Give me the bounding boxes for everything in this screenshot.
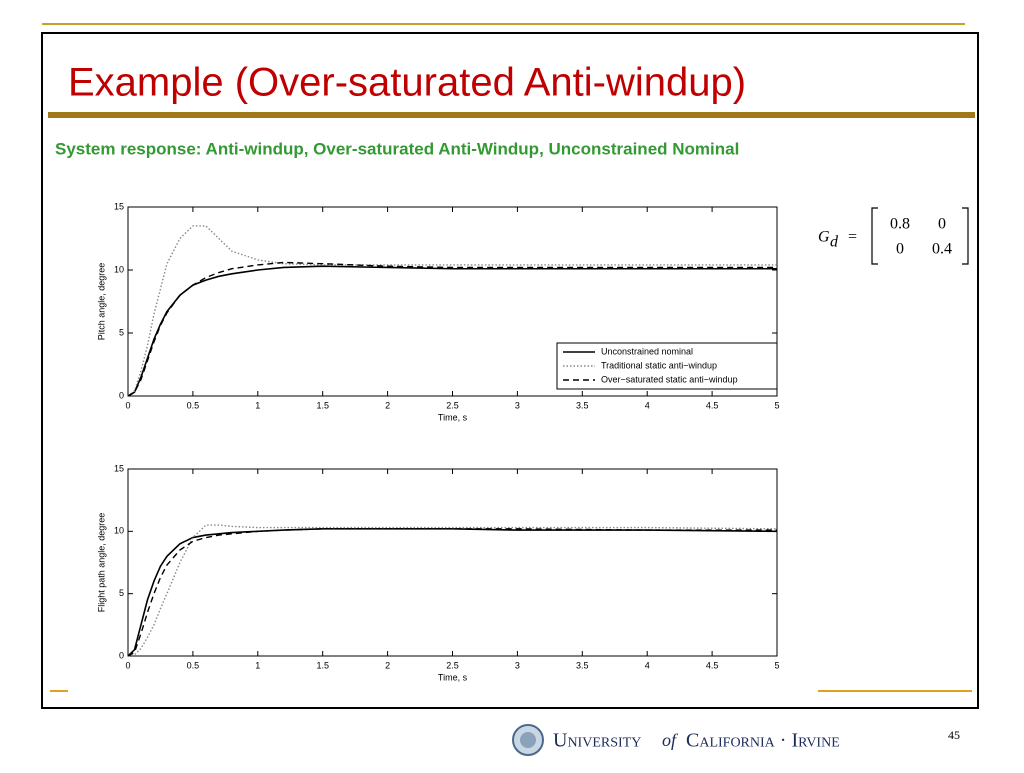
- x-tick-label: 1.5: [316, 400, 329, 410]
- x-tick-label: 2.5: [446, 660, 459, 670]
- x-tick-label: 4.5: [706, 400, 719, 410]
- title-bar: [48, 112, 975, 118]
- matrix-cell: 0: [938, 216, 946, 233]
- eq-lhs: G: [818, 229, 830, 246]
- y-tick-label: 10: [114, 264, 124, 274]
- x-tick-label: 0: [125, 400, 130, 410]
- y-tick-label: 15: [114, 201, 124, 211]
- legend-label: Unconstrained nominal: [601, 346, 693, 356]
- y-axis-label: Pitch angle, degree: [96, 263, 106, 341]
- x-tick-label: 0.5: [187, 660, 200, 670]
- page-number: 45: [948, 728, 960, 742]
- y-tick-label: 0: [119, 390, 124, 400]
- legend-label: Traditional static anti−windup: [601, 360, 717, 370]
- x-tick-label: 2: [385, 660, 390, 670]
- slide-title: Example (Over-saturated Anti-windup): [68, 61, 746, 105]
- x-tick-label: 0.5: [187, 400, 200, 410]
- legend-label: Over−saturated static anti−windup: [601, 374, 738, 384]
- x-tick-label: 3: [515, 400, 520, 410]
- x-tick-label: 4: [645, 400, 650, 410]
- series-line: [127, 265, 777, 397]
- y-tick-label: 15: [114, 463, 124, 473]
- matrix-bracket: [871, 207, 969, 265]
- footer-university: University: [553, 730, 641, 752]
- eq-relation: =: [848, 229, 857, 246]
- x-tick-label: 2.5: [446, 400, 459, 410]
- x-tick-label: 1.5: [316, 660, 329, 670]
- legend-box: [556, 342, 778, 390]
- series-line: [127, 528, 777, 657]
- matrix-cell: 0.4: [932, 241, 952, 258]
- x-tick-label: 3.5: [576, 400, 589, 410]
- matrix-cell: 0: [896, 241, 904, 258]
- x-axis-label: Time, s: [438, 412, 468, 422]
- series-line: [127, 524, 778, 657]
- x-tick-label: 5: [774, 660, 779, 670]
- eq-sub: d: [830, 234, 839, 251]
- footer-campus: California · Irvine: [686, 730, 840, 752]
- x-tick-label: 2: [385, 400, 390, 410]
- y-tick-label: 10: [114, 526, 124, 536]
- x-axis-label: Time, s: [438, 672, 468, 682]
- y-axis-label: Flight path angle, degree: [96, 513, 106, 613]
- matrix-cell: 0.8: [890, 216, 910, 233]
- x-tick-label: 4.5: [706, 660, 719, 670]
- x-tick-label: 3.5: [576, 660, 589, 670]
- subtitle: System response: Anti-windup, Over-satur…: [55, 139, 739, 158]
- x-tick-label: 1: [255, 400, 260, 410]
- y-tick-label: 5: [119, 327, 124, 337]
- university-seal: [520, 732, 536, 748]
- slide-frame: [41, 32, 979, 709]
- x-tick-label: 5: [774, 400, 779, 410]
- series-line: [127, 225, 777, 397]
- series-line: [127, 261, 777, 397]
- x-tick-label: 4: [645, 660, 650, 670]
- y-tick-label: 0: [119, 650, 124, 660]
- plot-area: [127, 468, 778, 657]
- x-tick-label: 1: [255, 660, 260, 670]
- x-tick-label: 0: [125, 660, 130, 670]
- footer-of: of: [662, 730, 679, 750]
- y-tick-label: 5: [119, 588, 124, 598]
- x-tick-label: 3: [515, 660, 520, 670]
